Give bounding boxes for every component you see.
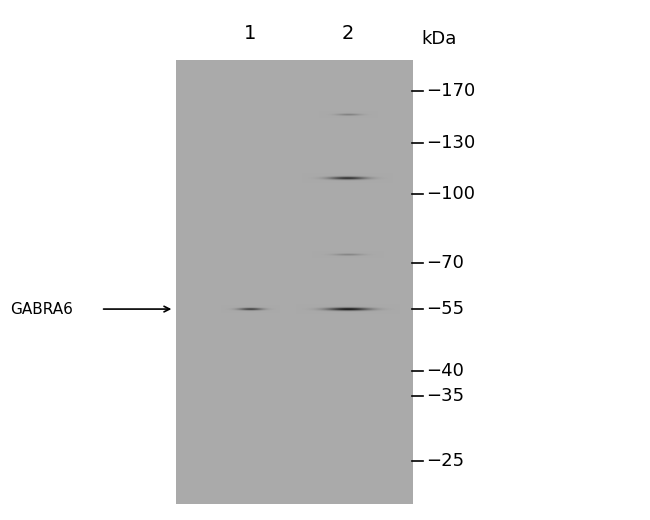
Text: −170: −170 (426, 82, 475, 100)
Text: GABRA6: GABRA6 (10, 302, 73, 317)
Text: −25: −25 (426, 452, 464, 470)
Text: −55: −55 (426, 300, 464, 318)
Text: −70: −70 (426, 254, 463, 271)
Text: −40: −40 (426, 361, 463, 380)
Text: −130: −130 (426, 134, 475, 152)
Text: 2: 2 (341, 24, 354, 43)
Text: −35: −35 (426, 387, 464, 406)
Text: −100: −100 (426, 185, 474, 203)
Text: 1: 1 (244, 24, 257, 43)
Bar (176, 60, 413, 504)
Text: kDa: kDa (421, 30, 456, 48)
